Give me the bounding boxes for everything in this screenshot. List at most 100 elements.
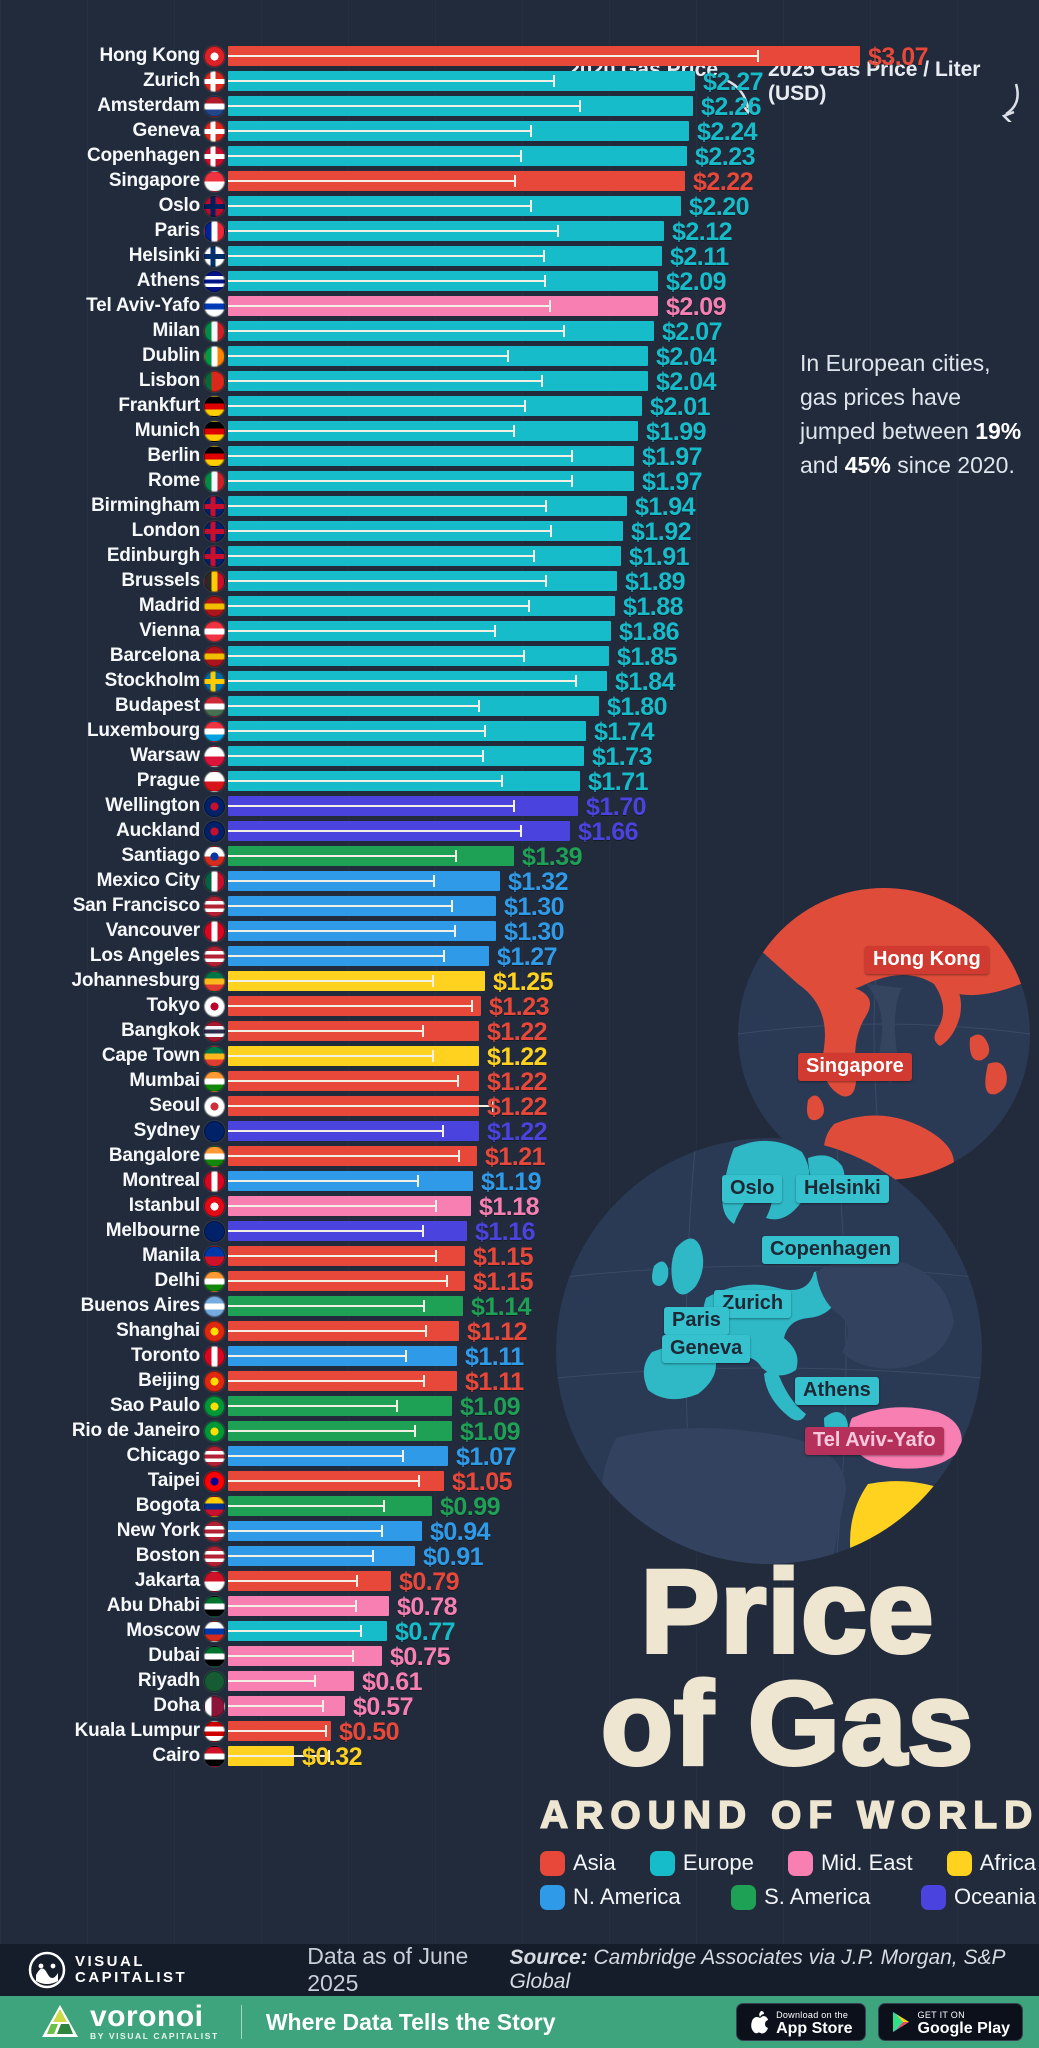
- city-label: Budapest: [115, 695, 200, 716]
- price-value-label: $1.70: [586, 793, 647, 821]
- city-label: Dubai: [148, 1645, 200, 1666]
- city-label: Munich: [134, 420, 200, 441]
- google-play-badge[interactable]: GET IT ON Google Play: [877, 2003, 1023, 2041]
- price-whisker-2020: [228, 1425, 416, 1437]
- chart-row: Paris $2.12: [0, 218, 1039, 246]
- chart-row: Bangkok $1.22: [0, 1018, 1039, 1046]
- legend-swatch: [731, 1884, 757, 1910]
- city-label: Seoul: [149, 1095, 200, 1116]
- city-flag-icon: [204, 1396, 225, 1417]
- price-whisker-2020: [228, 1175, 419, 1187]
- chart-row: Doha $0.57: [0, 1693, 1039, 1721]
- city-flag-icon: [204, 46, 225, 67]
- whisker-tick: [543, 250, 545, 262]
- asia-globe-map: [738, 888, 1030, 1180]
- city-flag-icon: [204, 1446, 225, 1467]
- legend-item: N. America: [540, 1884, 681, 1910]
- whisker-tick: [482, 750, 484, 762]
- whisker-tick: [322, 1700, 324, 1712]
- city-flag-icon: [204, 1346, 225, 1367]
- legend-label: S. America: [764, 1884, 871, 1909]
- city-flag-icon: [204, 1721, 225, 1742]
- price-value-label: $1.22: [487, 1093, 548, 1121]
- city-flag-icon: [204, 1421, 225, 1442]
- city-flag-icon: [204, 896, 225, 917]
- city-flag-icon: [204, 1471, 225, 1492]
- price-value-label: $0.91: [423, 1543, 484, 1571]
- price-whisker-2020: [228, 400, 526, 412]
- chart-row: Istanbul $1.18: [0, 1193, 1039, 1221]
- city-flag-icon: [204, 1121, 225, 1142]
- chart-row: Seoul $1.22: [0, 1093, 1039, 1121]
- whisker-tick: [579, 100, 581, 112]
- city-flag-icon: [204, 1221, 225, 1242]
- whisker-tick: [530, 200, 532, 212]
- price-whisker-2020: [228, 850, 457, 862]
- price-whisker-2020: [228, 1000, 473, 1012]
- city-label: Johannesburg: [71, 970, 200, 991]
- arrow-2025-icon: [1001, 83, 1019, 122]
- chart-row: Mexico City $1.32: [0, 868, 1039, 896]
- chart-row: Berlin $1.97: [0, 443, 1039, 471]
- chart-row: Auckland $1.66: [0, 818, 1039, 846]
- price-value-label: $1.30: [504, 918, 565, 946]
- chart-row: Moscow $0.77: [0, 1618, 1039, 1646]
- price-whisker-2020: [228, 1375, 425, 1387]
- city-label: San Francisco: [72, 895, 200, 916]
- chart-row: Warsaw $1.73: [0, 743, 1039, 771]
- chart-row: Prague $1.71: [0, 768, 1039, 796]
- whisker-tick: [422, 1225, 424, 1237]
- city-flag-icon: [204, 1021, 225, 1042]
- city-label: Warsaw: [130, 745, 200, 766]
- city-label: Mexico City: [96, 870, 201, 891]
- asia-globe-graphic: [738, 888, 1030, 1180]
- whisker-tick: [563, 325, 565, 337]
- price-value-label: $0.99: [440, 1493, 501, 1521]
- price-value-label: $1.74: [594, 718, 655, 746]
- chart-row: Barcelona $1.85: [0, 643, 1039, 671]
- city-label: Beijing: [138, 1370, 200, 1391]
- price-whisker-2020: [228, 700, 480, 712]
- city-label: Kuala Lumpur: [74, 1720, 201, 1741]
- price-whisker-2020: [228, 1025, 424, 1037]
- city-label: Rome: [148, 470, 200, 491]
- city-label: Frankfurt: [118, 395, 200, 416]
- price-whisker-2020: [228, 1150, 460, 1162]
- chart-row: Luxembourg $1.74: [0, 718, 1039, 746]
- city-label: Luxembourg: [86, 720, 200, 741]
- whisker-tick: [513, 800, 515, 812]
- city-label: Berlin: [147, 445, 200, 466]
- city-flag-icon: [204, 1046, 225, 1067]
- city-flag-icon: [204, 421, 225, 442]
- price-whisker-2020: [228, 600, 530, 612]
- price-value-label: $1.05: [452, 1468, 513, 1496]
- map-label: Singapore: [798, 1053, 912, 1081]
- city-flag-icon: [204, 196, 225, 217]
- city-flag-icon: [204, 1521, 225, 1542]
- chart-row: Copenhagen $2.23: [0, 143, 1039, 171]
- price-value-label: $2.04: [656, 368, 717, 396]
- price-value-label: $0.79: [399, 1568, 460, 1596]
- price-value-label: $2.26: [701, 93, 762, 121]
- chart-row: San Francisco $1.30: [0, 893, 1039, 921]
- app-store-badge[interactable]: Download on the App Store: [736, 2003, 866, 2041]
- map-label: Oslo: [722, 1175, 783, 1203]
- city-label: Tokyo: [146, 995, 200, 1016]
- whisker-tick: [433, 875, 435, 887]
- price-whisker-2020: [228, 350, 509, 362]
- price-value-label: $1.07: [456, 1443, 517, 1471]
- price-whisker-2020: [228, 300, 551, 312]
- price-value-label: $1.18: [479, 1193, 540, 1221]
- city-flag-icon: [204, 446, 225, 467]
- city-flag-icon: [204, 521, 225, 542]
- city-label: Milan: [152, 320, 200, 341]
- legend-swatch: [649, 1850, 675, 1876]
- legend-label: N. America: [573, 1884, 681, 1909]
- legend-item: Africa: [946, 1850, 1036, 1876]
- voronoi-brand-sub: BY VISUAL CAPITALIST: [90, 2030, 219, 2041]
- price-whisker-2020: [228, 950, 445, 962]
- price-value-label: $2.23: [695, 143, 756, 171]
- whisker-tick: [523, 650, 525, 662]
- whisker-tick: [549, 300, 551, 312]
- city-label: Brussels: [121, 570, 200, 591]
